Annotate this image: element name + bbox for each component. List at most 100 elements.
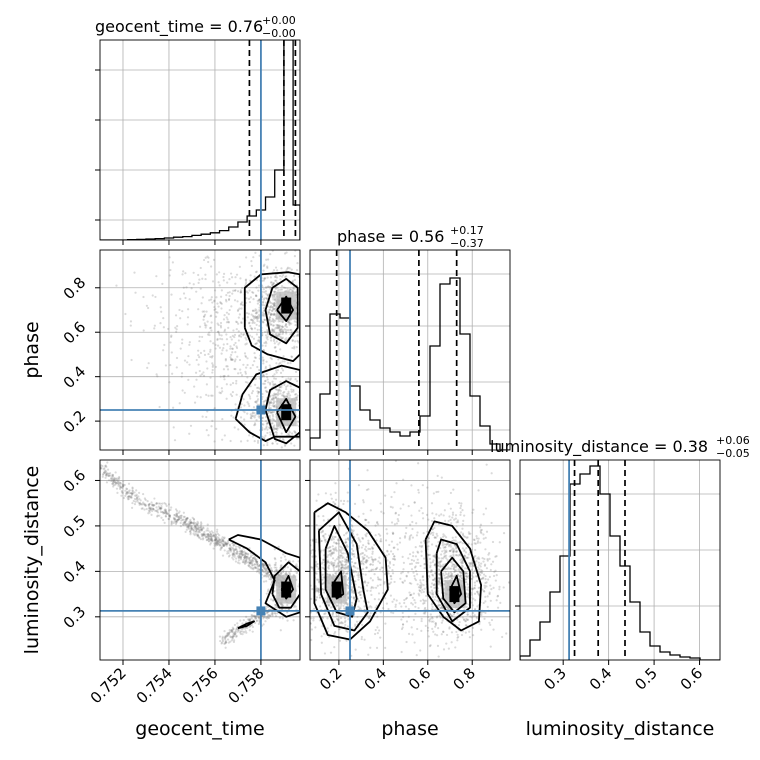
scatter-point [177, 516, 181, 519]
scatter-point [273, 603, 277, 606]
scatter-point [439, 565, 442, 568]
scatter-point [357, 546, 360, 549]
scatter-point [265, 426, 268, 429]
scatter-point [245, 245, 247, 247]
scatter-point [121, 484, 125, 488]
scatter-point [261, 290, 264, 293]
scatter-point [480, 532, 483, 535]
scatter-point [438, 604, 442, 607]
scatter-point [244, 370, 247, 374]
scatter-point [310, 551, 312, 555]
scatter-point [244, 630, 247, 633]
scatter-point [426, 629, 430, 632]
scatter-point [105, 473, 108, 476]
scatter-point [288, 394, 292, 397]
scatter-point [147, 306, 150, 310]
scatter-point [450, 614, 453, 617]
scatter-point [228, 628, 231, 632]
scatter-point [194, 527, 197, 530]
scatter-point [218, 346, 222, 349]
scatter-point [283, 328, 286, 331]
scatter-point [228, 554, 231, 557]
scatter-point [332, 568, 336, 572]
scatter-point [263, 400, 266, 403]
scatter-point [423, 587, 426, 590]
scatter-point [289, 569, 293, 573]
scatter-point [154, 509, 157, 512]
scatter-point [153, 503, 156, 507]
scatter-point [275, 427, 278, 430]
scatter-point [472, 634, 475, 637]
scatter-point [451, 577, 454, 580]
scatter-point [266, 431, 269, 435]
scatter-point [302, 385, 304, 387]
scatter-point [248, 559, 251, 562]
scatter-point [433, 564, 436, 567]
scatter-point [311, 285, 313, 287]
scatter-point [275, 566, 278, 569]
density-peak [281, 297, 292, 314]
scatter-point [343, 560, 346, 563]
scatter-point [379, 578, 382, 581]
scatter-point [456, 636, 459, 639]
scatter-point [114, 477, 118, 480]
scatter-point [471, 574, 474, 577]
scatter-point [239, 335, 243, 338]
scatter-point [255, 401, 258, 404]
scatter-point [482, 537, 485, 540]
scatter-point [279, 559, 283, 562]
scatter-point [243, 550, 246, 553]
scatter-point [220, 289, 223, 292]
scatter-point [200, 522, 203, 525]
scatter-point [239, 440, 243, 443]
scatter-point [335, 542, 338, 545]
scatter-point [226, 638, 230, 641]
scatter-point [446, 558, 449, 561]
scatter-point [455, 569, 458, 572]
scatter-point [119, 484, 122, 487]
scatter-point [151, 504, 154, 507]
scatter-point [443, 554, 446, 558]
scatter-point [285, 337, 288, 340]
scatter-point [330, 551, 333, 554]
scatter-point [296, 261, 299, 265]
scatter-point [433, 554, 436, 558]
scatter-point [136, 500, 139, 503]
scatter-point [337, 618, 340, 621]
scatter-point [273, 548, 276, 551]
scatter-point [203, 530, 206, 534]
scatter-point [273, 304, 276, 307]
scatter-point [222, 375, 225, 378]
scatter-point [458, 541, 461, 544]
scatter-point [132, 499, 135, 503]
scatter-point [256, 441, 260, 444]
scatter-point [437, 600, 441, 603]
scatter-point [173, 439, 177, 442]
scatter-point [254, 615, 257, 618]
scatter-point [262, 616, 266, 619]
scatter-point [450, 631, 454, 634]
scatter-point [435, 532, 438, 535]
scatter-point [263, 318, 266, 321]
scatter-point [303, 548, 305, 550]
scatter-point [214, 543, 217, 546]
scatter-point [222, 368, 226, 371]
scatter-point [365, 559, 368, 562]
scatter-point [211, 540, 214, 543]
scatter-point [288, 288, 292, 291]
scatter-point [294, 370, 298, 373]
scatter-point [250, 415, 253, 418]
scatter-point [114, 481, 117, 484]
scatter-point [312, 333, 314, 335]
scatter-point [264, 334, 268, 337]
scatter-point [432, 559, 435, 562]
scatter-point [275, 570, 278, 573]
scatter-point [476, 541, 479, 544]
scatter-point [441, 535, 445, 538]
scatter-point [318, 444, 320, 446]
scatter-point [323, 539, 327, 542]
scatter-point [127, 497, 130, 500]
scatter-point [223, 642, 226, 645]
scatter-point [233, 426, 236, 429]
scatter-point [478, 571, 481, 574]
